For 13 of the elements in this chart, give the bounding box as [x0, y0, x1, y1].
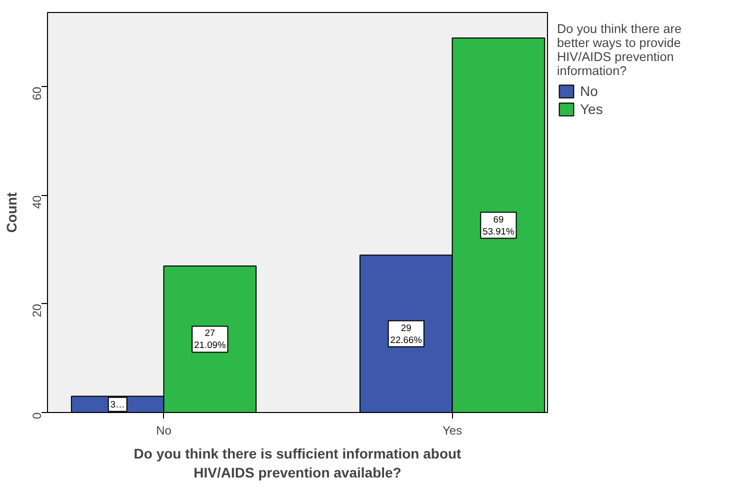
data-label: 27 21.09%: [194, 328, 226, 350]
legend-title: Do you think there are better ways to provide HIV/AIDS prevention information?: [557, 22, 682, 78]
data-label: 3…: [110, 399, 125, 410]
x-axis-title: Do you think there is sufficient information about HIV/AIDS prevention available?: [134, 446, 462, 481]
data-label: 69 53.91%: [482, 214, 514, 236]
y-tick-label: 40: [30, 195, 44, 209]
data-label: 29 22.66%: [390, 322, 422, 345]
y-tick-label: 60: [30, 86, 44, 100]
legend-label: No: [580, 83, 599, 99]
y-axis-title: Count: [4, 192, 20, 233]
y-tick-label: 20: [30, 304, 44, 318]
y-tick-label: 0: [30, 412, 44, 420]
legend-label: Yes: [580, 101, 603, 117]
